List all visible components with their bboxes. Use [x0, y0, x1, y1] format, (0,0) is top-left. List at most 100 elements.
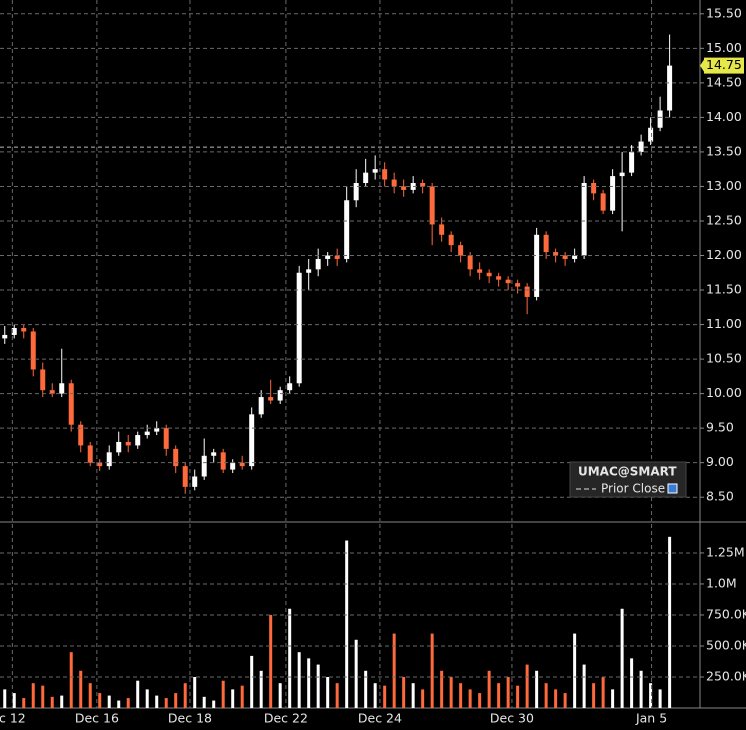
candle-body	[2, 334, 8, 339]
volume-bar	[668, 536, 672, 708]
candle-body	[334, 255, 340, 259]
volume-bar	[269, 614, 273, 708]
candle-body	[657, 110, 663, 128]
legend-title: UMAC@SMART	[578, 465, 677, 479]
y-tick-label: 750.0K	[706, 606, 746, 621]
candle-body	[68, 383, 74, 425]
volume-bar	[345, 540, 349, 708]
volume-bar	[364, 670, 368, 708]
candle-body	[496, 276, 502, 280]
candle-body	[249, 414, 255, 467]
candle-body	[163, 428, 169, 449]
candle-body	[629, 151, 635, 173]
volume-bar	[468, 689, 472, 708]
candle-body	[458, 245, 464, 256]
volume-bar	[554, 689, 558, 708]
candle-body	[40, 369, 46, 391]
volume-bar	[478, 693, 482, 708]
x-tick-label: Dec 30	[490, 711, 534, 726]
candle-body	[220, 452, 226, 470]
candle-body	[201, 455, 207, 477]
volume-bar	[611, 689, 615, 708]
candle-body	[173, 448, 179, 467]
volume-bar	[79, 670, 83, 708]
candle-body	[638, 141, 644, 152]
candle-body	[116, 441, 122, 453]
volume-bar	[183, 683, 187, 708]
volume-bar	[221, 680, 225, 708]
volume-bar	[421, 689, 425, 708]
volume-bar	[164, 698, 168, 708]
candle-body	[486, 272, 492, 277]
candle-body	[344, 200, 350, 259]
last-price-label: 14.75	[706, 57, 742, 72]
volume-bar	[297, 652, 301, 708]
candle-body	[30, 331, 36, 370]
y-tick-label: 14.00	[706, 109, 742, 124]
volume-bar	[630, 658, 634, 708]
x-tick-label: Dec 22	[264, 711, 308, 726]
y-tick-label: 11.00	[706, 316, 742, 331]
y-tick-label: 12.00	[706, 247, 742, 262]
y-tick-label: 15.00	[706, 40, 742, 55]
volume-bar	[316, 664, 320, 708]
volume-bar	[383, 685, 387, 708]
volume-bar	[335, 683, 339, 708]
candle-body	[524, 286, 530, 297]
y-tick-label: 12.50	[706, 212, 742, 227]
candle-body	[610, 176, 616, 211]
y-tick-label: 10.50	[706, 351, 742, 366]
volume-bar	[392, 633, 396, 708]
y-tick-label: 14.50	[706, 74, 742, 89]
volume-bar	[202, 696, 206, 708]
volume-bar	[430, 633, 434, 708]
legend-checkbox[interactable]	[667, 483, 678, 494]
volume-bar	[22, 698, 26, 708]
candle-body	[287, 383, 293, 391]
y-tick-label: 15.50	[706, 5, 742, 20]
y-tick-label: 13.50	[706, 143, 742, 158]
candle-body	[619, 172, 625, 177]
volume-bar	[516, 685, 520, 708]
volume-bar	[126, 698, 130, 708]
volume-bar	[573, 633, 577, 708]
candle-body	[581, 183, 587, 256]
candle-body	[467, 255, 473, 270]
candle-body	[325, 255, 331, 259]
volume-bar	[449, 676, 453, 708]
y-tick-label: 8.50	[706, 489, 734, 504]
candle-body	[667, 65, 673, 111]
volume-bar	[592, 683, 596, 708]
volume-bar	[525, 664, 529, 708]
y-tick-label: 250.0K	[706, 668, 746, 683]
volume-bar	[459, 683, 463, 708]
candle-body	[21, 328, 27, 332]
volume-bar	[326, 676, 330, 708]
legend-box	[569, 461, 687, 498]
candle-body	[154, 428, 160, 432]
y-tick-label: 9.50	[706, 420, 734, 435]
volume-bar	[582, 664, 586, 708]
candle-body	[277, 390, 283, 401]
candle-body	[211, 452, 217, 456]
candle-body	[401, 186, 407, 190]
candle-body	[448, 234, 454, 246]
candle-body	[11, 328, 17, 335]
volume-bar	[231, 689, 235, 708]
candle-body	[648, 127, 654, 142]
volume-bar	[278, 683, 282, 708]
candle-body	[429, 186, 435, 225]
candle-body	[363, 172, 369, 184]
candle-body	[106, 452, 112, 467]
last-price-box	[704, 57, 744, 74]
y-tick-label: 13.00	[706, 178, 742, 193]
y-tick-label: 9.00	[706, 454, 734, 469]
volume-bar	[639, 670, 643, 708]
y-tick-label: 500.0K	[706, 637, 746, 652]
volume-bar	[31, 683, 35, 708]
volume-bar	[411, 683, 415, 708]
volume-bar	[402, 676, 406, 708]
volume-bar	[307, 658, 311, 708]
legend-label[interactable]: Prior Close	[601, 482, 665, 496]
volume-bar	[620, 608, 624, 708]
